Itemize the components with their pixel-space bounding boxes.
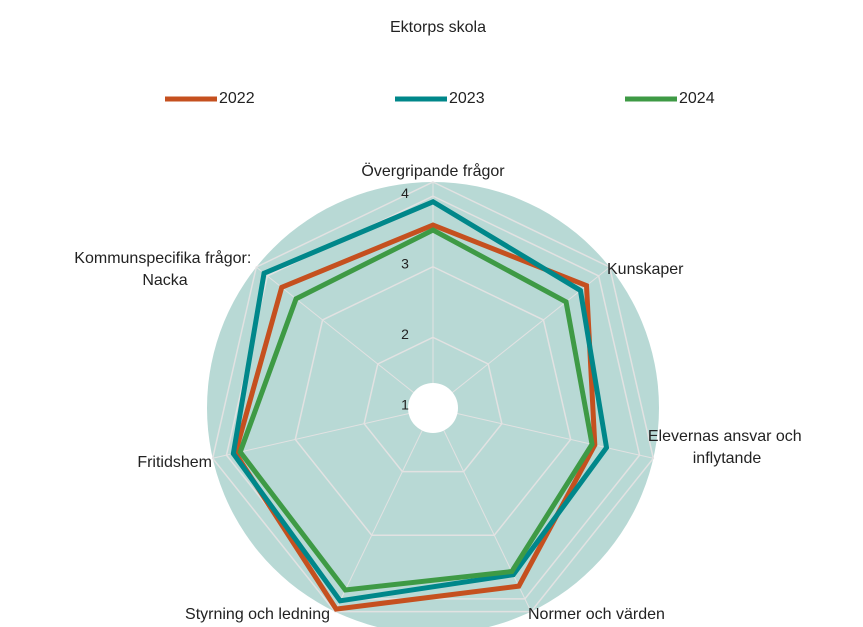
r-tick-label: 1 [401, 397, 409, 413]
category-label: Övergripande frågor [361, 162, 505, 180]
r-tick-label: 2 [401, 326, 409, 342]
r-tick-label: 3 [401, 255, 409, 271]
spoke [432, 407, 654, 459]
category-label: Normer och värden [528, 606, 665, 623]
series-line [230, 198, 610, 604]
grid-line [294, 265, 572, 537]
series-line [232, 222, 598, 612]
category-label: Elevernas ansvar och inflytande [648, 428, 806, 467]
legend-label: 2024 [679, 90, 715, 107]
category-label: Kunskaper [607, 261, 684, 278]
spoke [334, 407, 434, 612]
center-hole [408, 383, 458, 433]
category-label: Fritidshem [137, 454, 212, 471]
category-label: Styrning och ledning [185, 606, 330, 623]
r-tick-label: 4 [401, 185, 409, 201]
category-label: Kommunspecifika frågor: Nacka [74, 249, 255, 289]
chart-title: Ektorps skola [390, 19, 486, 36]
grid-outer [211, 181, 655, 613]
series-line [237, 227, 595, 593]
spoke [432, 407, 532, 612]
legend-label: 2023 [449, 90, 485, 107]
spoke [255, 266, 434, 409]
grid-line [363, 336, 503, 473]
spoke [212, 407, 434, 459]
legend-label: 2022 [219, 90, 255, 107]
